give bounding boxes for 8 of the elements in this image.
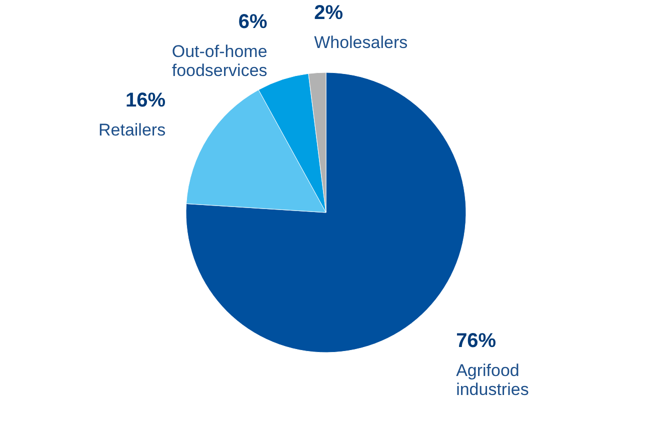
slice-label: Out-of-home foodservices xyxy=(172,42,268,80)
slice-label: Retailers xyxy=(98,120,166,140)
data-label: 16% xyxy=(126,90,166,112)
data-label: 76% xyxy=(456,330,496,352)
data-label: 2% xyxy=(314,2,344,24)
slice-label: Agrifood industries xyxy=(456,361,529,400)
slice-label: Wholesalers xyxy=(314,32,408,52)
data-label: 6% xyxy=(238,10,268,33)
